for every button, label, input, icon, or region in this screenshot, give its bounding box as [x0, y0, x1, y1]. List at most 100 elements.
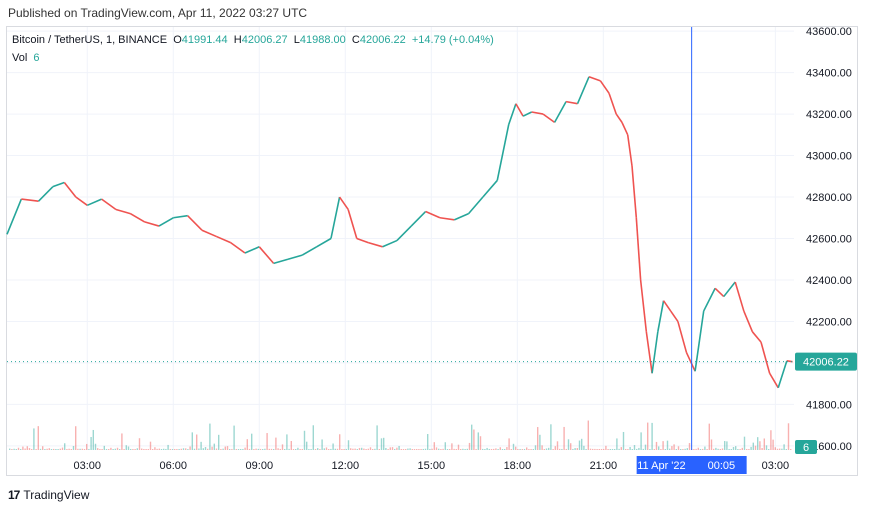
volume-bar: [365, 449, 367, 450]
volume-bar: [411, 448, 413, 450]
volume-label: Vol: [12, 52, 28, 64]
volume-bar: [211, 446, 213, 450]
volume-bar: [259, 448, 262, 450]
volume-bar: [264, 448, 266, 450]
volume-bar: [772, 439, 774, 450]
volume-bar: [295, 448, 297, 450]
volume-bar: [666, 440, 669, 450]
volume-bar: [739, 449, 741, 450]
price-segment: [187, 215, 203, 231]
volume-bar: [464, 449, 466, 450]
volume-bar: [218, 434, 220, 450]
volume-bar: [103, 445, 105, 450]
volume-bar: [649, 448, 651, 450]
volume-bar: [594, 448, 596, 450]
volume-bar: [202, 448, 204, 450]
volume-bar: [88, 448, 90, 450]
volume-bar: [303, 430, 306, 450]
volume-bar: [416, 448, 418, 450]
volume-bar: [642, 448, 644, 450]
volume-bar: [253, 449, 255, 450]
volume-bar: [13, 448, 15, 450]
volume-bar: [136, 448, 138, 450]
time-tick-label: 03:00: [74, 460, 102, 472]
volume-bar: [147, 448, 149, 450]
volume-bar: [543, 448, 545, 450]
volume-bar: [108, 449, 110, 450]
volume-bar: [431, 448, 433, 450]
volume-bar: [402, 448, 405, 450]
volume-bar: [484, 448, 486, 450]
volume-bar: [453, 448, 455, 450]
chart-frame[interactable]: [6, 26, 858, 476]
volume-bar: [636, 448, 638, 450]
price-segment: [330, 196, 341, 239]
volume-bar: [380, 438, 383, 450]
volume-bar: [563, 426, 565, 450]
volume-bar: [343, 449, 345, 450]
symbol-name[interactable]: Bitcoin / TetherUS, 1, BINANCE: [12, 34, 168, 46]
volume-bar: [244, 447, 246, 450]
volume-bar: [479, 436, 482, 450]
price-segment: [635, 217, 642, 281]
time-tick-label: 15:00: [418, 460, 446, 472]
volume-bar: [101, 448, 103, 450]
volume-bar: [33, 428, 35, 450]
volume-bar: [182, 448, 185, 450]
volume-bar: [609, 448, 611, 450]
volume-bar: [750, 446, 752, 450]
price-segment: [287, 254, 303, 261]
volume-bar: [130, 448, 132, 450]
volume-bar: [37, 426, 39, 450]
volume-bar: [510, 448, 512, 450]
volume-bar: [345, 448, 347, 450]
brand-name: TradingView: [23, 488, 90, 502]
price-segment: [751, 331, 762, 343]
volume-bar: [372, 449, 374, 450]
volume-bar: [726, 441, 728, 450]
price-segment: [347, 209, 358, 239]
price-segment: [338, 196, 349, 210]
price-segment: [115, 208, 131, 215]
volume-bar: [534, 445, 537, 450]
price-tick-label: 42200.00: [806, 316, 852, 328]
volume-bar: [187, 448, 189, 450]
volume-bar: [308, 448, 310, 450]
price-segment: [37, 186, 54, 202]
volume-bar: [420, 448, 422, 450]
close-label: C: [351, 34, 360, 46]
volume-bar: [746, 448, 748, 450]
time-tick-label: 09:00: [246, 460, 274, 472]
volume-bar: [592, 448, 594, 450]
volume-bar: [625, 448, 627, 450]
volume-bar: [86, 443, 88, 450]
volume-bar: [288, 448, 290, 450]
volume-bar: [68, 448, 70, 450]
volume-bar: [721, 448, 724, 450]
volume-bar: [165, 448, 167, 450]
price-segment: [542, 113, 556, 124]
volume-bar: [176, 448, 178, 450]
volume-bar: [149, 441, 152, 450]
volume-bar: [605, 445, 607, 450]
volume-bar: [783, 444, 785, 450]
volume-bar: [255, 448, 257, 450]
price-segment: [626, 134, 633, 167]
volume-bar: [387, 449, 389, 450]
volume-bar: [28, 448, 31, 450]
volume-bar: [163, 448, 165, 450]
volume-bar: [248, 448, 251, 450]
volume-bar: [504, 448, 506, 450]
volume-bar: [369, 447, 372, 450]
volume-bar: [770, 430, 772, 450]
volume-bar: [730, 448, 732, 450]
price-segment: [515, 103, 524, 117]
volume-bar: [266, 433, 268, 450]
volume-bar: [94, 443, 97, 450]
volume-bar: [92, 429, 94, 450]
price-segment: [215, 235, 231, 244]
volume-bar: [710, 439, 713, 450]
volume-bar: [286, 434, 288, 450]
volume-bar: [671, 446, 673, 450]
